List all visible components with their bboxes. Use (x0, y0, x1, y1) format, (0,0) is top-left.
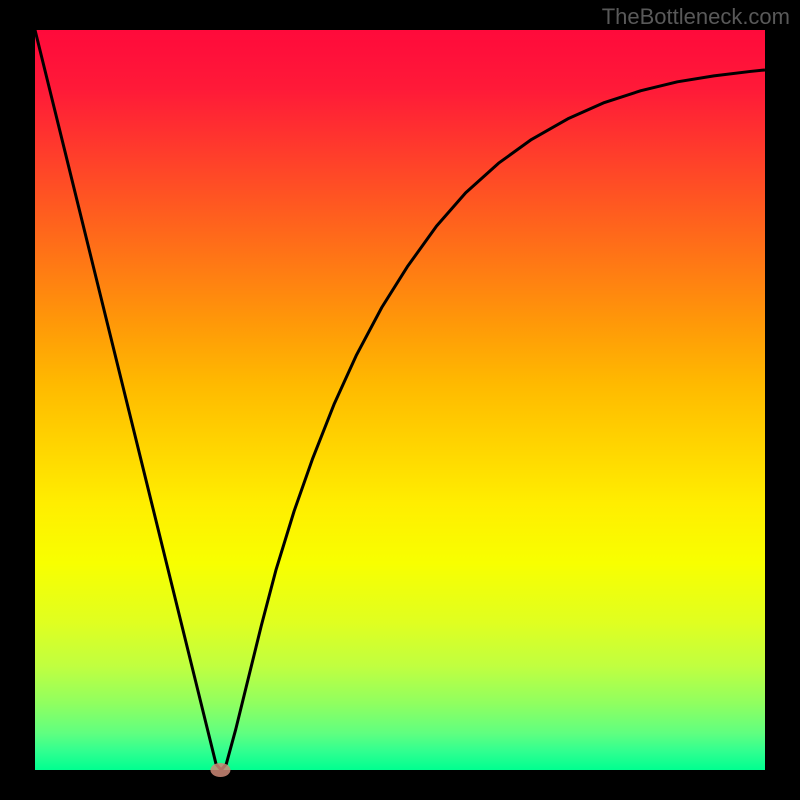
watermark-text: TheBottleneck.com (602, 4, 790, 30)
chart-container: TheBottleneck.com (0, 0, 800, 800)
plot-area (35, 30, 765, 770)
bottleneck-chart (0, 0, 800, 800)
optimal-point-marker (210, 763, 230, 777)
